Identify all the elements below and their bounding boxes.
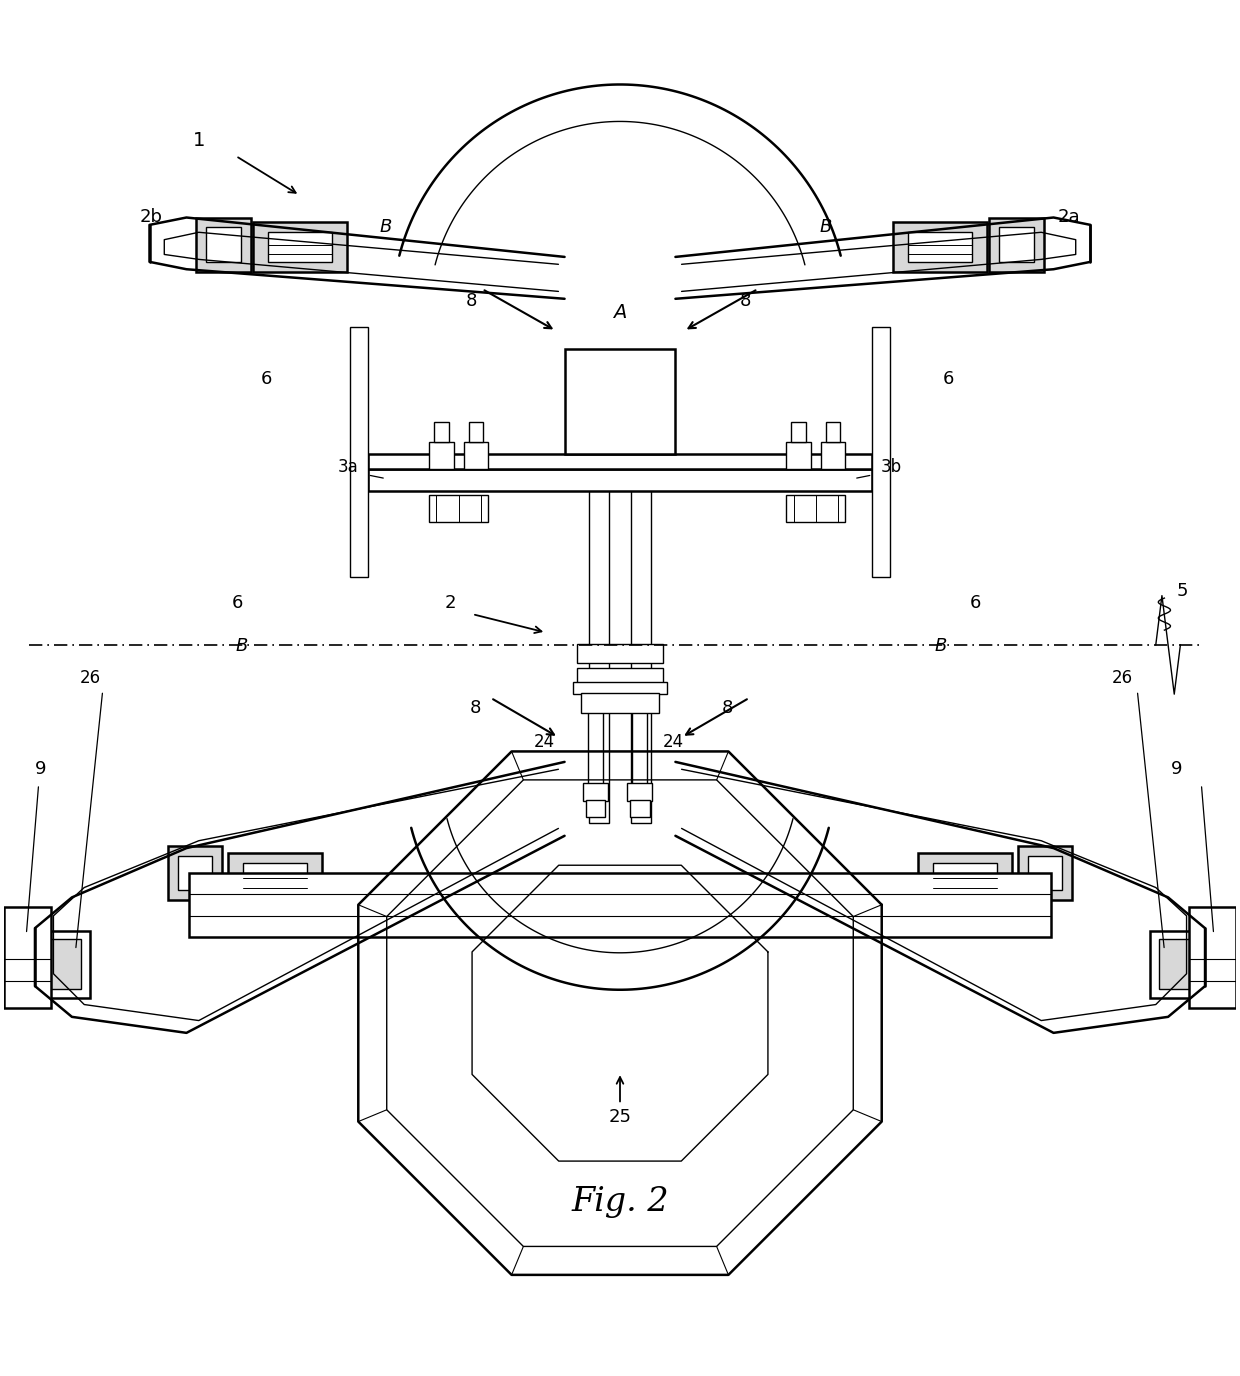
Bar: [791, 422, 806, 442]
Bar: [589, 442, 609, 645]
Bar: [577, 644, 663, 663]
Bar: [350, 327, 367, 577]
Text: 8: 8: [722, 699, 734, 717]
Bar: [1018, 846, 1073, 900]
Bar: [908, 233, 972, 261]
Bar: [228, 853, 322, 903]
Bar: [177, 856, 212, 890]
Bar: [564, 350, 676, 454]
Bar: [826, 422, 841, 442]
Bar: [786, 442, 811, 469]
Text: 1: 1: [192, 131, 205, 150]
Bar: [206, 227, 241, 261]
Bar: [821, 442, 846, 469]
Text: 9: 9: [36, 760, 47, 779]
Bar: [429, 494, 489, 522]
Text: 5: 5: [1177, 582, 1188, 600]
Bar: [464, 442, 489, 469]
Bar: [1159, 940, 1214, 988]
Bar: [577, 669, 663, 688]
Text: B: B: [820, 219, 832, 237]
Bar: [873, 327, 890, 577]
Bar: [469, 422, 484, 442]
Bar: [367, 469, 873, 491]
Bar: [253, 223, 346, 271]
Bar: [585, 799, 605, 817]
Text: 6: 6: [942, 370, 954, 388]
Bar: [627, 783, 652, 801]
Text: 2: 2: [445, 594, 456, 612]
Bar: [26, 940, 81, 988]
Bar: [573, 682, 667, 694]
Text: A: A: [614, 304, 626, 322]
Text: 2a: 2a: [1058, 208, 1080, 227]
Bar: [4, 907, 51, 1009]
Text: 26: 26: [1112, 669, 1133, 687]
Bar: [1189, 907, 1236, 1009]
Text: 3b: 3b: [882, 458, 903, 476]
Bar: [580, 694, 660, 713]
Text: 3a: 3a: [339, 458, 358, 476]
Bar: [588, 688, 603, 787]
Text: Fig. 2: Fig. 2: [572, 1186, 668, 1219]
Text: 6: 6: [260, 370, 272, 388]
Bar: [631, 645, 651, 823]
Bar: [632, 688, 647, 787]
Text: 26: 26: [79, 669, 100, 687]
Bar: [786, 494, 846, 522]
Bar: [167, 846, 222, 900]
Bar: [894, 223, 987, 271]
Bar: [243, 863, 308, 893]
Text: 24: 24: [533, 733, 554, 751]
Bar: [1028, 856, 1063, 890]
Bar: [631, 442, 651, 645]
Bar: [589, 645, 609, 823]
Bar: [630, 799, 650, 817]
Text: 2b: 2b: [140, 208, 162, 227]
Text: B: B: [379, 219, 392, 237]
Bar: [990, 217, 1044, 271]
Text: B: B: [934, 637, 946, 655]
Bar: [429, 442, 454, 469]
Bar: [196, 217, 250, 271]
Text: B: B: [236, 637, 248, 655]
Text: 8: 8: [466, 292, 477, 310]
Text: 6: 6: [970, 594, 981, 612]
Text: 25: 25: [609, 1108, 631, 1126]
Text: 24: 24: [663, 733, 684, 751]
Text: 9: 9: [1171, 760, 1183, 779]
Bar: [268, 233, 332, 261]
Bar: [918, 853, 1012, 903]
Bar: [434, 422, 449, 442]
Bar: [367, 454, 873, 469]
Bar: [1149, 930, 1224, 999]
Bar: [188, 872, 1052, 937]
Bar: [583, 783, 608, 801]
Text: 8: 8: [739, 292, 751, 310]
Bar: [932, 863, 997, 893]
Text: 6: 6: [232, 594, 243, 612]
Bar: [999, 227, 1034, 261]
Text: 8: 8: [470, 699, 481, 717]
Bar: [16, 930, 91, 999]
